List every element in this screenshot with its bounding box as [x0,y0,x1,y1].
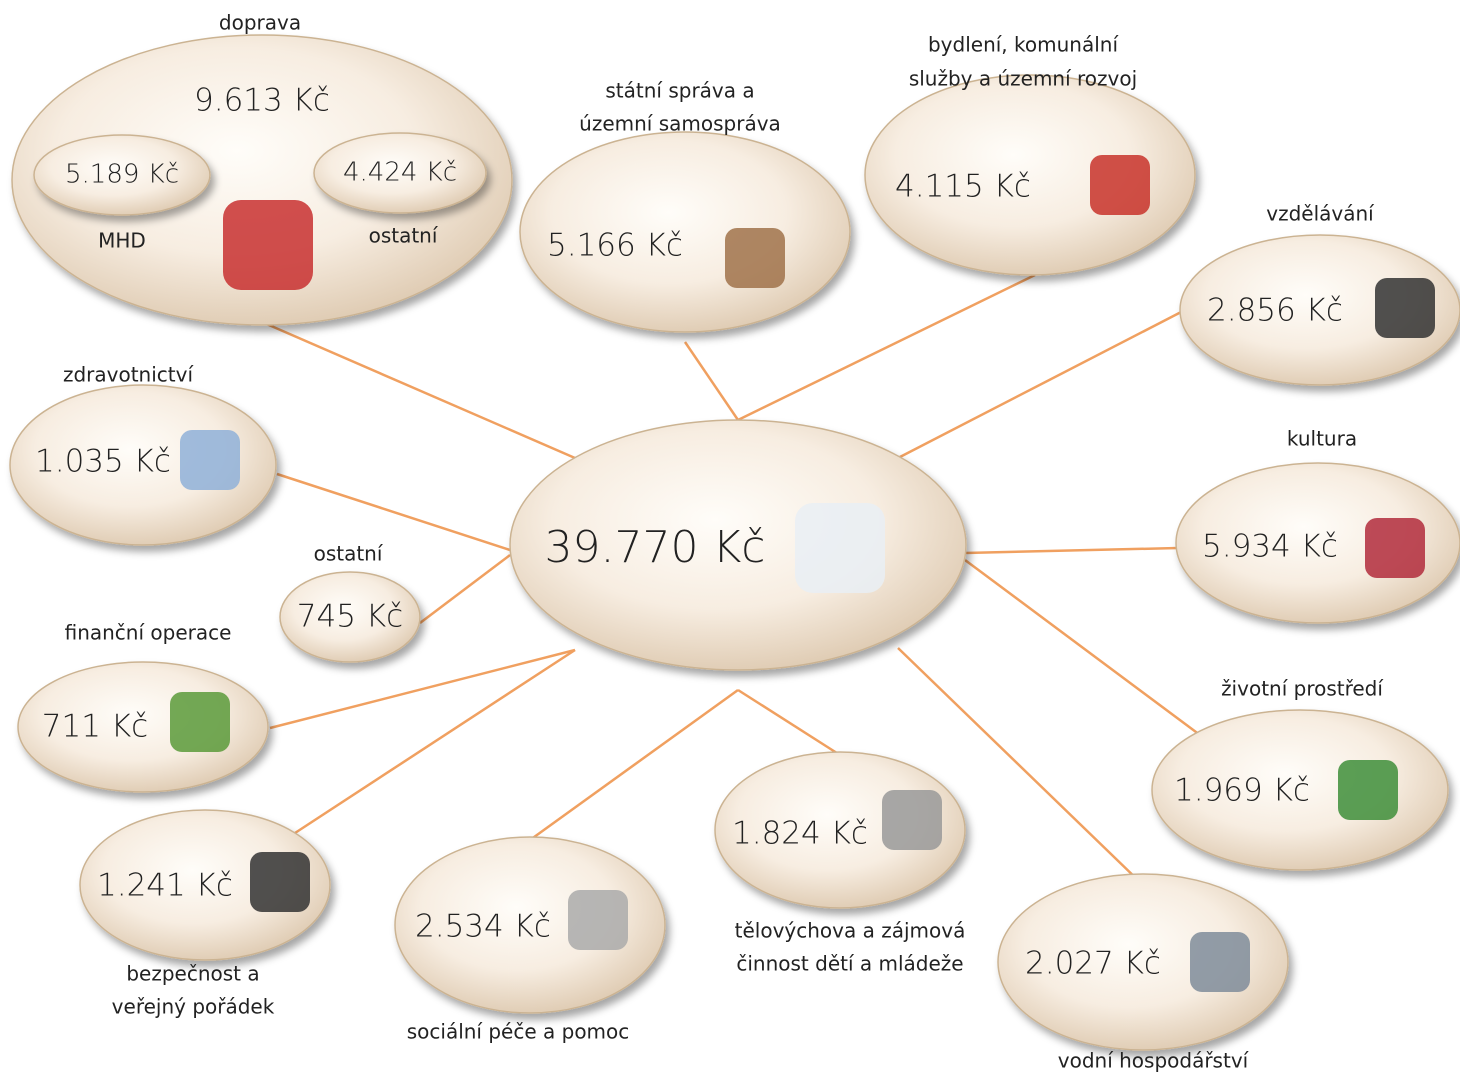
bubble [313,132,487,214]
icon [250,852,310,912]
sub-value: 4.424 Kč [343,158,457,188]
icon [223,200,313,290]
node-value: 745 Kč [297,599,403,635]
node-label: životní prostředí [1221,677,1384,701]
node-value: 1.035 Kč [35,444,171,480]
connector [964,546,1179,555]
node-label: zdravotnictví [63,363,194,387]
connector [529,688,739,842]
connector [737,688,841,757]
node-value: 711 Kč [42,709,148,745]
node-label: územní samospráva [579,112,781,136]
node-value: 5.166 Kč [547,228,683,264]
sub-value: 5.189 Kč [65,160,179,190]
node-value: 2.534 Kč [415,909,551,945]
bubble [509,419,967,671]
node-value: 1.241 Kč [97,868,233,904]
node-label: bezpečnost a [126,962,259,986]
icon [882,790,942,850]
node-value: 4.115 Kč [895,169,1031,205]
icon [180,430,240,490]
node-label: vodní hospodářství [1058,1049,1250,1073]
icon [1190,932,1250,992]
nodes: 39.770 Kč 9.613 Kč doprava 5.166 Kč státní s… [9,11,1460,1073]
bubble [1179,234,1460,386]
connector [419,554,511,624]
node-label: tělovýchova a zájmová [735,919,966,943]
connector [276,472,511,552]
node-value: 5.934 Kč [1202,529,1338,565]
node-label: státní správa a [605,79,754,103]
bubble [864,74,1196,276]
bubble [1175,462,1460,624]
connector [737,273,1036,422]
icon [1375,278,1435,338]
sub-label: MHD [98,229,146,253]
node-label: kultura [1287,427,1357,451]
connector [897,647,1144,886]
bubble [33,134,211,216]
bubble [9,384,277,546]
connector [261,320,576,460]
node-label: sociální péče a pomoc [407,1020,630,1044]
node-label: služby a územní rozvoj [909,67,1137,91]
node-label: vzdělávání [1266,202,1375,226]
bubble [79,809,331,961]
node-value: 1.969 Kč [1174,773,1310,809]
icon [1090,155,1150,215]
icon [795,503,885,593]
node-label: doprava [219,11,301,35]
connector [269,648,576,730]
connector [964,558,1201,737]
icon [1365,518,1425,578]
node-value: 1.824 Kč [732,816,868,852]
connectors [261,273,1201,886]
connector [683,341,740,421]
bubble [394,836,666,1014]
icon [568,890,628,950]
node-label: finanční operace [65,621,232,645]
node-value: 2.027 Kč [1025,946,1161,982]
node-value: 2.856 Kč [1207,293,1343,329]
bubble [279,571,421,663]
node-label: bydlení, komunální [928,33,1119,57]
center-value: 39.770 Kč [545,522,766,573]
sub-label: ostatní [369,224,439,248]
connector [897,308,1186,460]
node-value: 9.613 Kč [194,83,330,119]
bubble [11,34,513,326]
icon [1338,760,1398,820]
connector [294,648,576,835]
bubble [1151,709,1449,871]
icon [170,692,230,752]
node-label: veřejný pořádek [112,995,275,1019]
node-label: činnost dětí a mládeže [736,952,963,976]
bubble [997,873,1289,1051]
icon [725,228,785,288]
node-label: ostatní [314,542,384,566]
